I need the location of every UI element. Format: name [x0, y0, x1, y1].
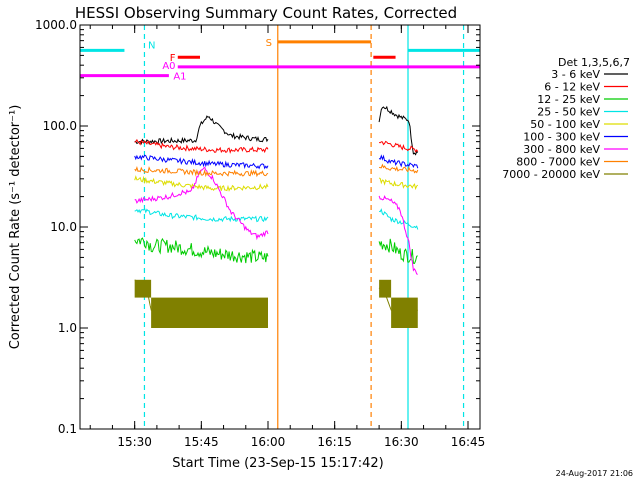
- series-line-3: [134, 207, 419, 230]
- legend-label-6: 300 - 800 keV: [523, 143, 600, 156]
- x-tick-label-0: 15:30: [117, 435, 152, 449]
- series-band-1: [391, 297, 418, 328]
- flag-label-N: N: [148, 40, 155, 51]
- timestamp: 24-Aug-2017 21:06: [556, 469, 633, 478]
- series-line-6: [134, 166, 418, 275]
- y-tick-label-3: 100.0: [43, 119, 77, 133]
- flag-label-F: F: [170, 53, 176, 64]
- legend-title: Det 1,3,5,6,7: [558, 56, 630, 69]
- series-band-0: [151, 297, 268, 328]
- y-tick-label-4: 1000.0: [35, 18, 77, 32]
- legend-label-1: 6 - 12 keV: [544, 81, 600, 94]
- x-tick-label-1: 15:45: [184, 435, 219, 449]
- x-tick-label-5: 16:45: [451, 435, 486, 449]
- legend-label-8: 7000 - 20000 keV: [502, 168, 600, 181]
- flag-label-S: S: [266, 38, 272, 49]
- legend-label-5: 100 - 300 keV: [523, 131, 600, 144]
- chart-title: HESSI Observing Summary Count Rates, Cor…: [75, 4, 457, 22]
- series-band-3: [379, 279, 392, 298]
- x-tick-label-4: 16:30: [384, 435, 419, 449]
- plot-frame: [79, 24, 481, 430]
- flag-label-A1: A1: [173, 72, 186, 83]
- legend-label-7: 800 - 7000 keV: [516, 156, 600, 169]
- series-line-4: [134, 175, 419, 192]
- series-band-2: [134, 279, 152, 298]
- y-axis-label: Corrected Count Rate (s⁻¹ detector⁻¹): [8, 105, 23, 350]
- series-line-7: [134, 163, 419, 178]
- x-axis-label: Start Time (23-Sep-15 15:17:42): [172, 456, 383, 471]
- flag-label-A0: A0: [162, 61, 175, 72]
- x-tick-label-3: 16:15: [317, 435, 352, 449]
- legend-label-2: 12 - 25 keV: [537, 93, 600, 106]
- y-tick-label-1: 1.0: [58, 321, 77, 335]
- series-line-5: [134, 154, 419, 170]
- y-tick-label-0: 0.1: [58, 422, 77, 436]
- series-line-1: [134, 138, 419, 154]
- legend-label-3: 25 - 50 keV: [537, 106, 600, 119]
- legend-label-4: 50 - 100 keV: [530, 118, 600, 131]
- series-line-2: [134, 237, 418, 264]
- y-tick-label-2: 10.0: [50, 220, 77, 234]
- legend-label-0: 3 - 6 keV: [551, 68, 600, 81]
- series-line-0: [134, 105, 419, 156]
- x-tick-label-2: 16:00: [251, 435, 286, 449]
